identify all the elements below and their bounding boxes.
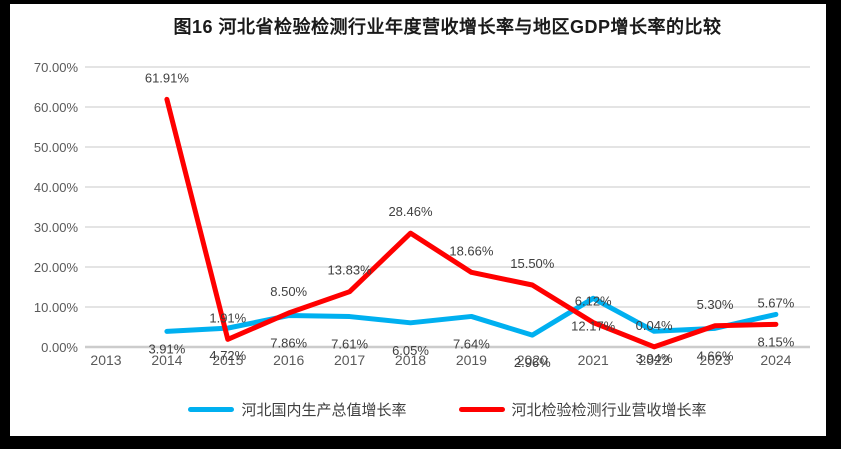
y-tick-label: 40.00%	[34, 180, 79, 195]
legend-item-gdp: 河北国内生产总值增长率	[188, 399, 407, 420]
y-tick-label: 50.00%	[34, 140, 79, 155]
legend-label-gdp: 河北国内生产总值增长率	[241, 402, 407, 419]
x-tick-label: 2013	[90, 352, 121, 368]
data-label: 0.04%	[636, 318, 673, 333]
y-tick-label: 0.00%	[41, 340, 78, 355]
legend-marker-revenue-icon	[458, 407, 505, 412]
y-tick-label: 20.00%	[34, 260, 79, 275]
y-tick-label: 10.00%	[34, 300, 79, 315]
data-label: 7.64%	[453, 336, 490, 351]
data-label: 12.17%	[571, 318, 616, 333]
data-label: 5.30%	[697, 297, 734, 312]
data-label: 15.50%	[510, 256, 555, 271]
data-label: 3.91%	[148, 341, 185, 356]
x-tick-label: 2024	[760, 352, 791, 368]
data-label: 8.50%	[270, 284, 307, 299]
x-tick-label: 2019	[456, 352, 487, 368]
legend-item-revenue: 河北检验检测行业营收增长率	[458, 399, 707, 420]
legend-label-revenue: 河北检验检测行业营收增长率	[511, 402, 707, 419]
x-tick-label: 2022	[639, 352, 670, 368]
data-label: 18.66%	[449, 243, 494, 258]
x-tick-label: 2023	[699, 352, 730, 368]
data-label: 2.96%	[514, 355, 551, 370]
series-line-gdp	[164, 295, 779, 338]
chart-panel	[10, 4, 826, 436]
x-tick-label: 2018	[395, 352, 426, 368]
y-tick-label: 30.00%	[34, 220, 79, 235]
data-label: 6.12%	[575, 294, 612, 309]
legend-marker-gdp-icon	[188, 407, 235, 412]
data-label: 1.91%	[209, 310, 246, 325]
data-label: 28.46%	[388, 204, 433, 219]
x-tick-label: 2016	[273, 352, 304, 368]
series-line-revenue	[164, 96, 779, 350]
data-label: 3.94%	[636, 351, 673, 366]
x-tick-label: 2021	[578, 352, 609, 368]
x-tick-label: 2020	[517, 352, 548, 368]
data-label: 8.15%	[757, 334, 794, 349]
data-label: 4.66%	[697, 348, 734, 363]
data-label: 7.61%	[331, 337, 368, 352]
x-tick-label: 2015	[212, 352, 243, 368]
x-tick-label: 2017	[334, 352, 365, 368]
data-label: 5.67%	[757, 295, 794, 310]
data-label: 4.72%	[209, 348, 246, 363]
y-tick-label: 60.00%	[34, 100, 79, 115]
chart-legend: 河北国内生产总值增长率 河北检验检测行业营收增长率	[85, 399, 810, 420]
y-tick-label: 70.00%	[34, 60, 79, 75]
chart-title: 图16 河北省检验检测行业年度营收增长率与地区GDP增长率的比较	[173, 17, 722, 37]
x-tick-label: 2014	[151, 352, 182, 368]
data-label: 61.91%	[145, 70, 190, 85]
data-label: 7.86%	[270, 336, 307, 351]
data-label: 13.83%	[328, 263, 373, 278]
data-label: 6.05%	[392, 343, 429, 358]
